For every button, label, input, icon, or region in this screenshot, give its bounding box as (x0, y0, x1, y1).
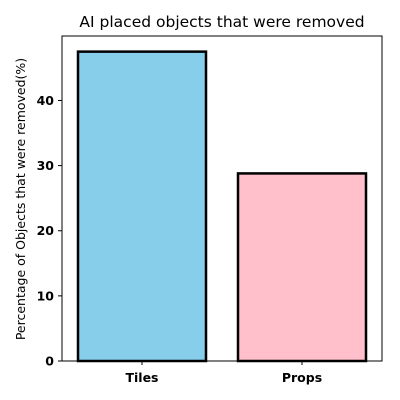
y-tick-label-0: 0 (45, 354, 54, 369)
y-tick-label-30: 30 (37, 158, 55, 173)
y-axis-ticks: 0 10 20 30 40 (37, 93, 62, 369)
x-tick-label-props: Props (282, 370, 322, 385)
y-axis-label: Percentage of Objects that were removed(… (13, 58, 28, 340)
y-tick-label-40: 40 (37, 93, 55, 108)
bar-tiles (76, 50, 208, 363)
x-axis-ticks: Tiles Props (125, 361, 322, 385)
y-tick-label-10: 10 (37, 288, 55, 303)
chart-title: AI placed objects that were removed (79, 13, 364, 31)
plot-area-frame (61, 35, 383, 362)
y-tick-label-20: 20 (37, 223, 55, 238)
bar-props (236, 172, 368, 363)
x-tick-label-tiles: Tiles (125, 370, 158, 385)
bars-group (76, 50, 368, 363)
